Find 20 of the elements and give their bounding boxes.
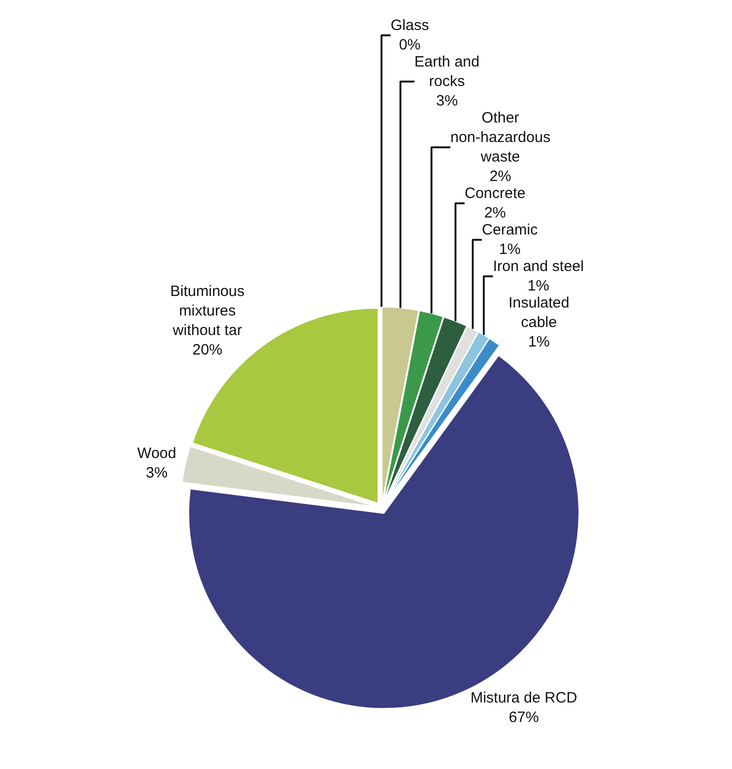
data-label: 67% bbox=[508, 709, 539, 726]
data-label: 3% bbox=[436, 92, 458, 110]
data-label: 2% bbox=[484, 204, 506, 222]
slice-label: Ceramic bbox=[482, 222, 538, 239]
data-label: 1% bbox=[528, 334, 550, 351]
text: 0% bbox=[398, 36, 421, 54]
slice-label: Other non-hazardous waste bbox=[450, 110, 550, 166]
data-label: 3% bbox=[146, 464, 168, 482]
slice-label: Wood bbox=[137, 445, 176, 462]
data-label: 2% bbox=[490, 168, 512, 186]
slice-label: Iron and steel bbox=[492, 258, 584, 276]
slice-label: Mistura de RCD bbox=[470, 690, 578, 707]
data-label: 20% bbox=[192, 341, 222, 358]
slice-label: Concrete bbox=[464, 185, 526, 202]
category-label: Glass bbox=[390, 17, 429, 34]
data-label: 1% bbox=[498, 241, 521, 258]
slice-label: Earth and rocks bbox=[414, 54, 480, 90]
slice-label: Bituminous mixtures without tar bbox=[170, 282, 244, 339]
data-label: 1% bbox=[528, 278, 550, 295]
slice-label: Insulated cable bbox=[508, 294, 570, 332]
